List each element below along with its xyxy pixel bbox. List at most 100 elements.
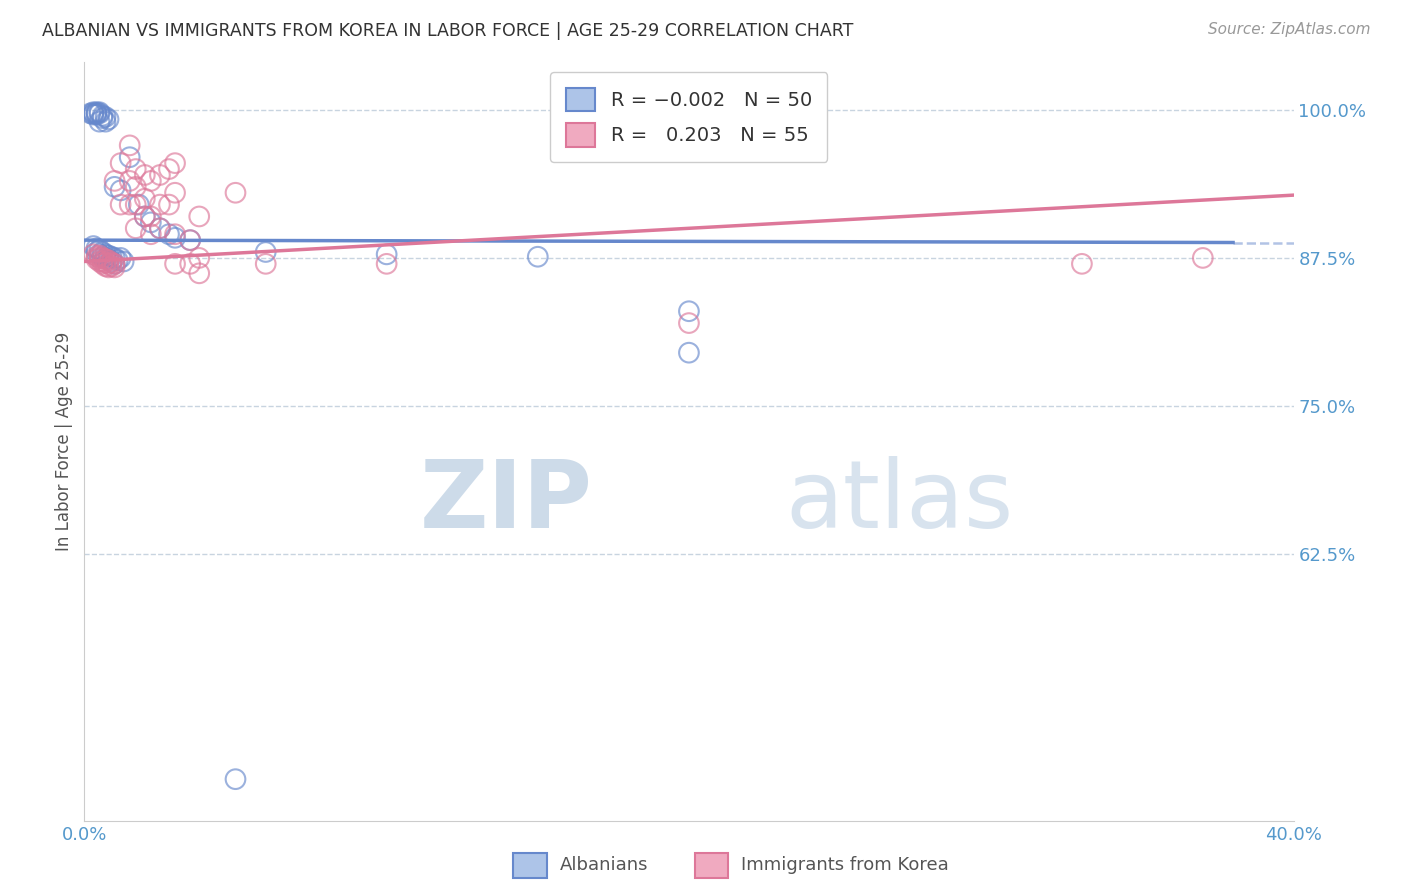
Point <box>118 150 141 164</box>
Point <box>104 260 127 275</box>
FancyBboxPatch shape <box>695 853 728 878</box>
Point <box>97 252 120 266</box>
Point <box>112 254 135 268</box>
Point <box>82 247 104 261</box>
Point <box>89 247 111 261</box>
Point <box>82 239 104 253</box>
Point <box>134 192 156 206</box>
Point <box>678 316 700 330</box>
Point <box>94 114 117 128</box>
Point <box>94 110 117 124</box>
Point <box>89 105 111 120</box>
Point <box>104 251 127 265</box>
Text: Immigrants from Korea: Immigrants from Korea <box>741 856 949 874</box>
Point <box>139 174 162 188</box>
Point <box>97 257 120 271</box>
Point <box>225 772 247 787</box>
Point <box>86 242 108 256</box>
Point <box>139 215 162 229</box>
Point <box>125 221 148 235</box>
Point <box>86 106 108 120</box>
Point <box>89 243 111 257</box>
Point <box>110 156 132 170</box>
Point <box>165 156 187 170</box>
Point <box>128 197 150 211</box>
Point <box>254 257 277 271</box>
Point <box>179 233 201 247</box>
Point <box>134 210 156 224</box>
Point <box>1071 257 1094 271</box>
Text: atlas: atlas <box>786 456 1014 549</box>
Point <box>89 254 111 268</box>
Point <box>157 227 180 242</box>
Point <box>94 252 117 266</box>
Point <box>157 162 180 177</box>
Point <box>1192 251 1215 265</box>
Legend: R = −0.002   N = 50, R =   0.203   N = 55: R = −0.002 N = 50, R = 0.203 N = 55 <box>550 72 828 162</box>
Point <box>89 114 111 128</box>
Point <box>100 250 122 264</box>
Point <box>86 250 108 264</box>
Point <box>100 254 122 268</box>
Text: ALBANIAN VS IMMIGRANTS FROM KOREA IN LABOR FORCE | AGE 25-29 CORRELATION CHART: ALBANIAN VS IMMIGRANTS FROM KOREA IN LAB… <box>42 22 853 40</box>
Point <box>149 221 172 235</box>
Point <box>110 251 132 265</box>
Point <box>82 107 104 121</box>
Point <box>179 257 201 271</box>
Point <box>104 179 127 194</box>
Text: Albanians: Albanians <box>560 856 648 874</box>
Point <box>104 257 127 271</box>
Point <box>375 247 398 261</box>
Point <box>82 105 104 120</box>
Point <box>91 251 114 265</box>
Point <box>94 259 117 273</box>
Point <box>100 255 122 269</box>
Point <box>157 197 180 211</box>
FancyBboxPatch shape <box>513 853 547 878</box>
Point <box>179 233 201 247</box>
Point <box>225 186 247 200</box>
Text: ZIP: ZIP <box>419 456 592 549</box>
Point <box>86 244 108 259</box>
Point <box>678 345 700 359</box>
Point <box>91 250 114 264</box>
Point <box>94 255 117 269</box>
Point <box>86 105 108 120</box>
Point <box>91 111 114 125</box>
Point <box>139 227 162 242</box>
Point <box>125 197 148 211</box>
Point <box>86 107 108 121</box>
Point <box>97 112 120 127</box>
Y-axis label: In Labor Force | Age 25-29: In Labor Force | Age 25-29 <box>55 332 73 551</box>
Point <box>110 183 132 197</box>
Point <box>104 174 127 188</box>
Point <box>100 259 122 273</box>
Text: Source: ZipAtlas.com: Source: ZipAtlas.com <box>1208 22 1371 37</box>
Point <box>125 162 148 177</box>
Point <box>94 247 117 261</box>
Point <box>165 186 187 200</box>
Point <box>188 266 211 280</box>
Point <box>97 260 120 275</box>
Point <box>91 109 114 123</box>
Point <box>82 106 104 120</box>
Point <box>97 248 120 262</box>
Point <box>188 210 211 224</box>
Point <box>118 138 141 153</box>
Point <box>139 210 162 224</box>
Point <box>254 244 277 259</box>
Point <box>678 304 700 318</box>
Point <box>89 106 111 120</box>
Point <box>89 248 111 262</box>
Point <box>110 197 132 211</box>
Point <box>165 257 187 271</box>
Point <box>91 254 114 268</box>
Point <box>149 221 172 235</box>
Point <box>527 250 550 264</box>
Point <box>97 253 120 268</box>
Point <box>86 252 108 266</box>
Point <box>134 210 156 224</box>
Point <box>375 257 398 271</box>
Point <box>165 227 187 242</box>
Point <box>89 251 111 265</box>
